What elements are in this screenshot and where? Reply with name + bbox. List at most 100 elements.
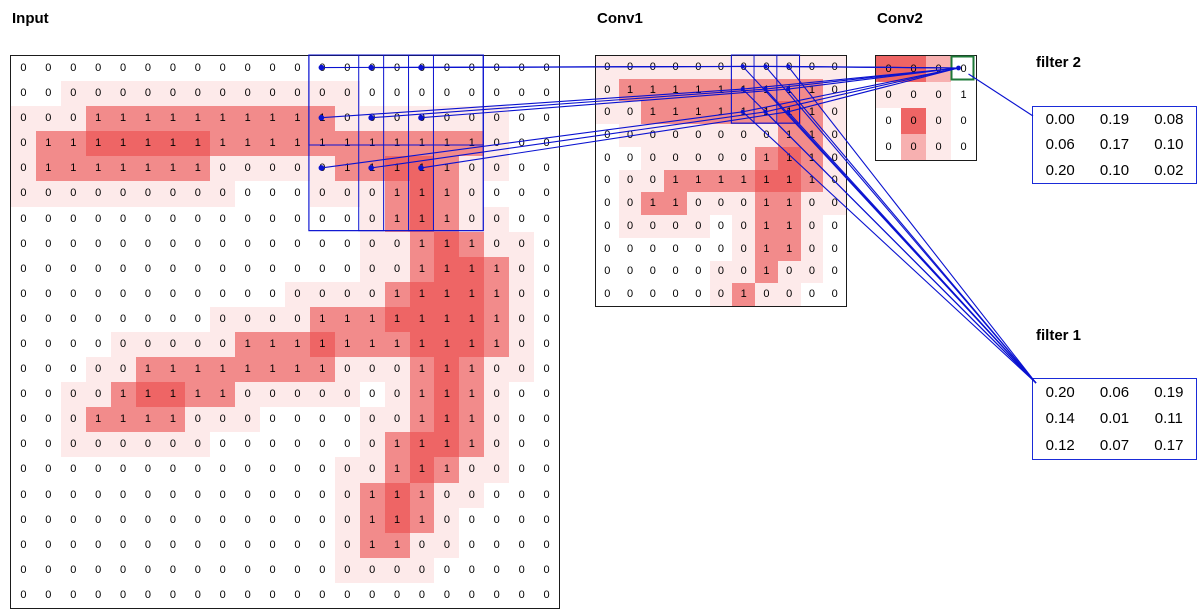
input-cell: 1: [85, 131, 111, 157]
input-cell: 1: [384, 532, 410, 558]
input-cell: 1: [484, 281, 510, 307]
input-cell: 0: [95, 312, 102, 325]
conv1-cell: 0: [604, 197, 611, 210]
input-cell: 1: [185, 357, 211, 383]
input-cell: 0: [120, 287, 127, 300]
input-cell: 0: [194, 262, 201, 275]
input-cell: 0: [319, 237, 326, 250]
input-cell: 0: [493, 538, 500, 551]
conv1-cell: 1: [664, 192, 687, 216]
input-cell: 0: [169, 62, 176, 75]
input-cell: 0: [359, 106, 385, 132]
input-cell: 0: [70, 237, 77, 250]
input-cell: 0: [194, 237, 201, 250]
conv1-cell: 0: [808, 288, 815, 301]
input-cell: 0: [20, 538, 27, 551]
input-cell: 0: [518, 538, 525, 551]
input-cell: 0: [169, 262, 176, 275]
input-cell: 0: [20, 413, 27, 426]
input-cell: 0: [269, 287, 276, 300]
input-cell: 1: [409, 432, 435, 458]
conv1-cell: 0: [627, 288, 634, 301]
input-cell: 0: [185, 81, 211, 107]
input-cell: 0: [110, 357, 136, 383]
conv2-cell: 1: [960, 88, 967, 101]
conv1-cell: 1: [800, 78, 824, 102]
input-cell: 0: [210, 181, 236, 207]
input-cell: 0: [543, 312, 550, 325]
conv1-cell: 0: [686, 124, 710, 147]
input-cell: 1: [409, 357, 435, 383]
conv1-cell: 0: [672, 242, 679, 255]
input-cell: 0: [344, 212, 351, 225]
input-cell: 1: [309, 357, 335, 383]
input-cell: 0: [334, 557, 360, 583]
input-cell: 0: [20, 87, 27, 100]
input-cell: 1: [384, 507, 410, 533]
input-cell: 0: [369, 588, 376, 601]
input-cell: 0: [543, 388, 550, 401]
input-cell: 0: [369, 87, 376, 100]
conv2-cell: 0: [876, 82, 901, 108]
input-cell: 0: [418, 87, 426, 100]
input-cell: 0: [260, 156, 285, 182]
filter2-value: 0.20: [1045, 161, 1075, 179]
input-cell: 0: [409, 557, 435, 583]
input-cell: 0: [144, 488, 152, 501]
input-cell: 0: [244, 262, 251, 275]
input-cell: 0: [210, 81, 236, 107]
input-cell: 0: [309, 281, 335, 307]
input-cell: 0: [60, 407, 86, 433]
input-cell: 0: [120, 513, 127, 526]
input-cell: 0: [110, 332, 136, 358]
input-cell: 0: [219, 212, 226, 225]
input-cell: 0: [45, 488, 52, 501]
conv1-cell: 0: [618, 101, 642, 125]
input-cell: 1: [135, 357, 161, 383]
conv1-cell: 0: [618, 56, 642, 79]
conv1-cell: 0: [604, 151, 611, 164]
input-cell: 0: [294, 463, 301, 476]
conv1-cell: 0: [686, 215, 710, 238]
input-cell: 1: [210, 382, 236, 408]
input-cell: 1: [384, 332, 410, 358]
input-cell: 0: [334, 106, 360, 132]
conv1-cell: 0: [831, 288, 838, 301]
conv1-cell: 0: [649, 242, 656, 255]
input-cell: 0: [269, 237, 276, 250]
input-cell: 0: [543, 338, 550, 351]
input-cell: 0: [244, 62, 251, 75]
input-cell: 0: [194, 588, 201, 601]
input-cell: 1: [459, 256, 485, 282]
input-cell: 0: [45, 212, 52, 225]
conv1-cell: 0: [627, 242, 634, 255]
filter1-value: 0.06: [1099, 383, 1130, 401]
input-cell: 1: [135, 156, 161, 182]
input-cell: 1: [459, 357, 485, 383]
input-cell: 0: [169, 212, 176, 225]
input-cell: 0: [493, 563, 500, 576]
input-cell: 1: [484, 332, 510, 358]
input-cell: 0: [493, 513, 500, 526]
input-cell: 0: [20, 212, 27, 225]
input-cell: 1: [359, 532, 385, 558]
input-cell: 0: [235, 81, 261, 107]
filter1-value: 0.11: [1154, 410, 1183, 428]
input-cell: 0: [45, 237, 52, 250]
input-cell: 0: [543, 162, 550, 175]
input-cell: 0: [269, 563, 276, 576]
input-cell: 0: [20, 588, 27, 601]
conv1-cell: 1: [709, 169, 733, 193]
input-cell: 1: [309, 131, 335, 157]
input-cell: 0: [518, 162, 525, 175]
input-cell: 0: [20, 488, 27, 501]
input-cell: 0: [20, 463, 27, 476]
input-cell: 0: [269, 513, 276, 526]
input-cell: 0: [509, 256, 535, 282]
input-cell: 1: [459, 231, 485, 257]
conv1-cell: 0: [618, 124, 642, 147]
input-cell: 0: [20, 312, 27, 325]
input-cell: 0: [20, 262, 27, 275]
input-cell: 0: [409, 106, 435, 132]
input-cell: 0: [20, 338, 27, 351]
